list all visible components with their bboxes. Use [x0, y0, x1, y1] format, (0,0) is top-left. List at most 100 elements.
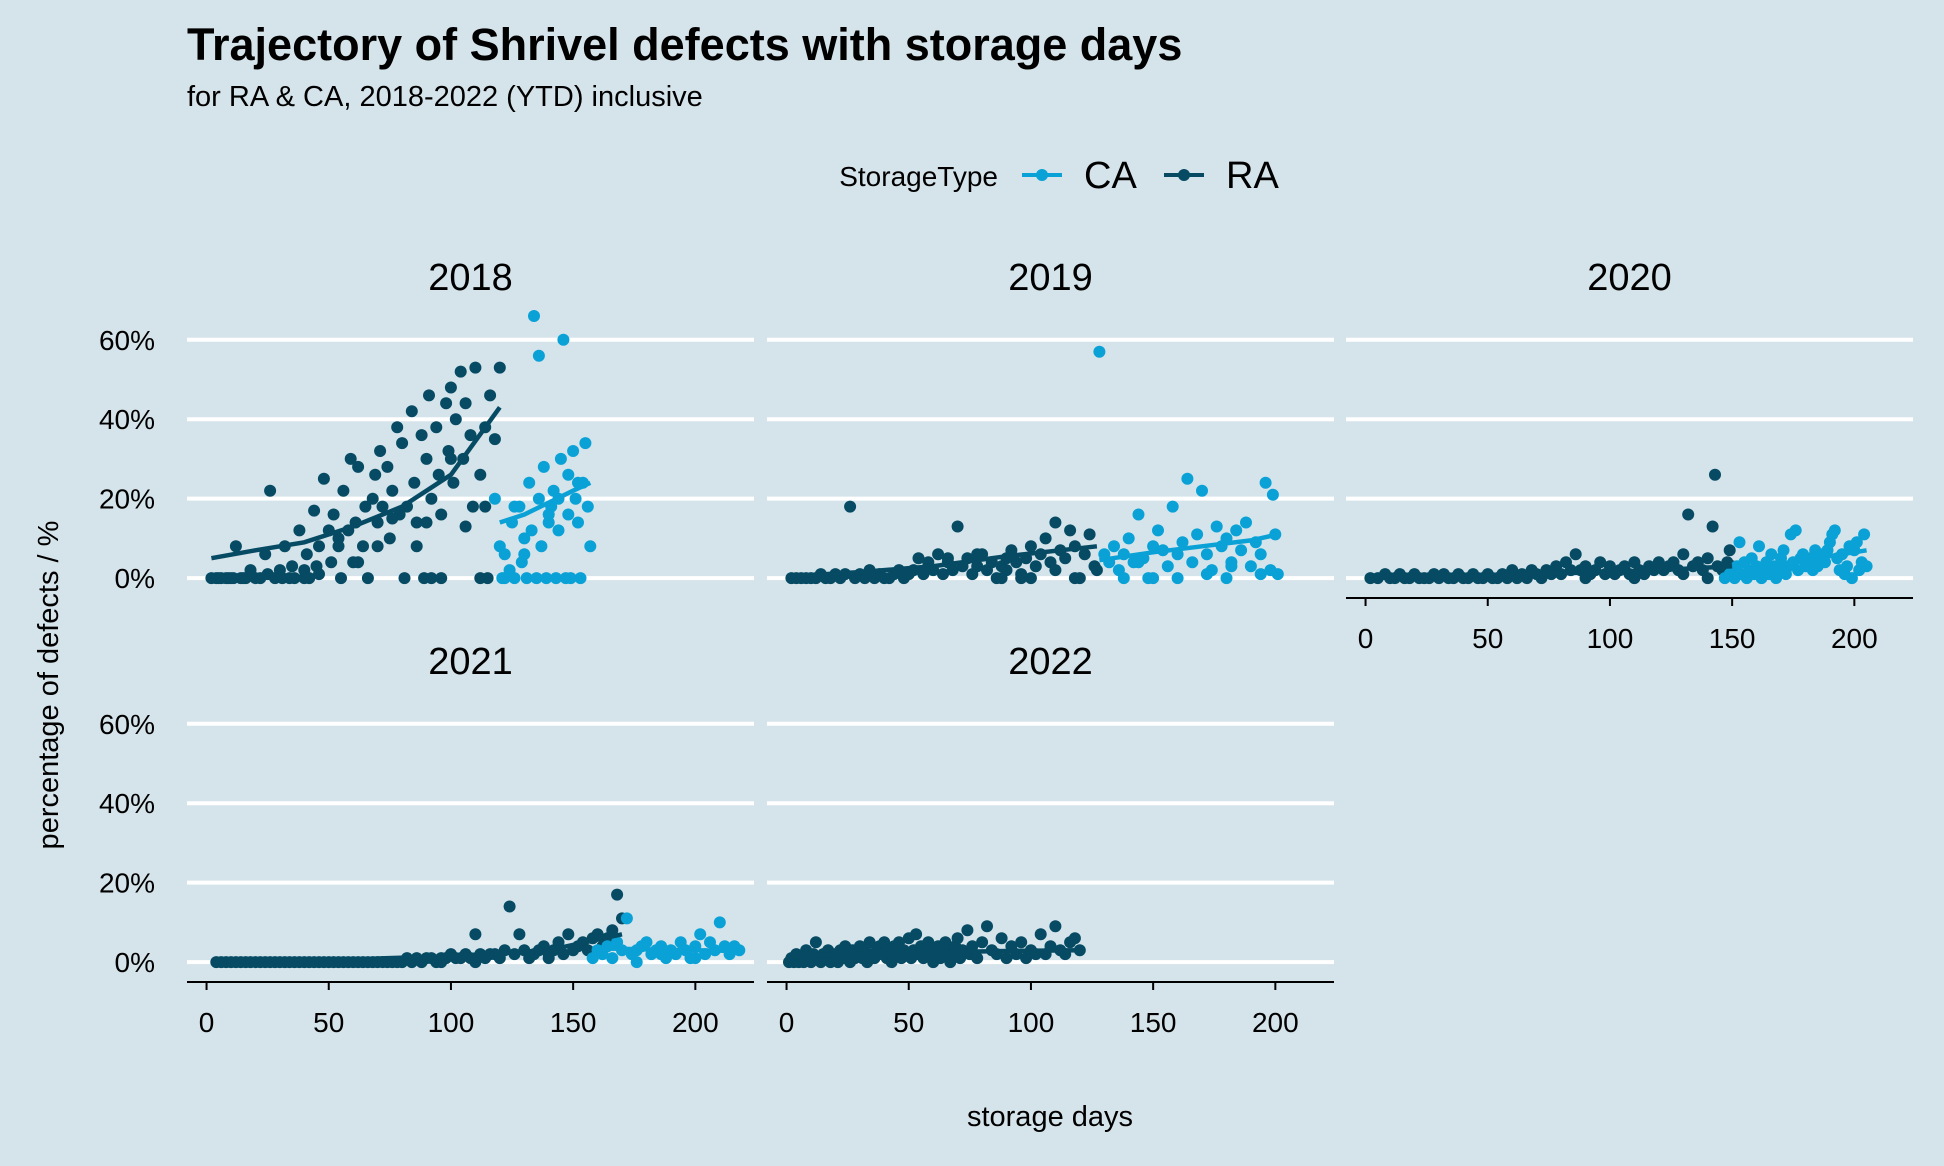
panel-strip-label: 2020: [1587, 257, 1672, 299]
chart-subtitle: for RA & CA, 2018-2022 (YTD) inclusive: [187, 81, 703, 113]
data-point-ca: [1108, 540, 1120, 553]
data-point-ra: [335, 572, 347, 585]
data-point-ra: [1049, 564, 1062, 577]
data-point-ca: [1240, 516, 1252, 529]
data-point-ra: [1068, 932, 1081, 945]
data-point-ca: [569, 492, 582, 505]
data-point-ca: [1166, 500, 1179, 513]
panel-2019: 2019: [767, 257, 1334, 585]
data-point-ra: [971, 560, 984, 573]
data-point-ca: [1244, 560, 1257, 573]
data-point-ra: [1010, 556, 1023, 569]
data-point-ra: [313, 568, 325, 581]
data-point-ra: [951, 932, 964, 945]
data-point-ca: [1132, 508, 1145, 521]
data-point-ca: [520, 572, 533, 585]
x-tick-label: 200: [672, 1007, 719, 1038]
data-point-ca: [1200, 568, 1213, 581]
data-point-ra: [1049, 920, 1062, 933]
data-point-ra: [469, 361, 482, 374]
data-point-ra: [449, 413, 462, 426]
data-point-ra: [398, 572, 411, 585]
data-point-ra: [430, 421, 443, 434]
y-tick-label: 60%: [99, 709, 155, 740]
data-point-ra: [293, 524, 306, 537]
data-point-ra: [1034, 928, 1047, 941]
data-point-ca: [562, 508, 575, 521]
data-point-ca: [1733, 536, 1746, 549]
data-point-ra: [408, 476, 421, 489]
data-point-ca: [498, 572, 511, 585]
data-point-ra: [464, 429, 477, 442]
data-point-ra: [474, 468, 487, 481]
data-point-ra: [995, 572, 1008, 585]
data-point-ra: [425, 572, 438, 585]
data-point-ra: [469, 928, 482, 941]
data-point-ra: [425, 492, 438, 505]
x-tick-label: 50: [893, 1007, 924, 1038]
data-point-ra: [1594, 556, 1607, 569]
data-point-ra: [1064, 524, 1077, 537]
data-point-ca: [1152, 524, 1164, 537]
data-point-ca: [606, 952, 619, 965]
data-point-ra: [1090, 564, 1103, 577]
data-point-ca: [557, 333, 570, 346]
legend-key-ra-point: [1178, 169, 1190, 181]
data-point-ra: [420, 452, 433, 465]
data-point-ra: [937, 568, 949, 581]
data-point-ra: [1709, 468, 1721, 481]
data-point-ra: [932, 548, 945, 561]
trend-line-ca: [592, 945, 740, 954]
data-point-ra: [386, 484, 399, 497]
data-point-ca: [584, 540, 597, 553]
data-point-ra: [415, 429, 428, 442]
x-tick-label: 150: [1709, 623, 1756, 654]
data-point-ra: [1677, 548, 1690, 561]
data-point-ra: [503, 900, 516, 913]
data-point-ca: [1176, 536, 1189, 549]
data-point-ra: [366, 492, 379, 505]
data-point-ra: [459, 520, 472, 533]
data-point-ca: [1117, 572, 1130, 585]
data-point-ca: [537, 460, 550, 473]
data-point-ra: [844, 500, 857, 513]
trend-line-ca: [1099, 532, 1279, 563]
data-point-ra: [1068, 572, 1081, 585]
data-point-ra: [352, 460, 365, 473]
chart-title: Trajectory of Shrivel defects with stora…: [187, 19, 1182, 70]
data-point-ca: [552, 524, 565, 537]
data-point-ra: [1015, 936, 1028, 949]
data-point-ra: [432, 468, 445, 481]
legend: StorageType CA RA: [839, 155, 1279, 197]
data-point-ca: [1271, 568, 1284, 581]
data-point-ra: [357, 540, 369, 553]
data-point-ra: [1682, 508, 1695, 521]
data-point-ca: [528, 310, 540, 322]
data-point-ra: [966, 940, 979, 953]
data-point-ca: [1220, 572, 1233, 585]
data-point-ca: [550, 572, 562, 585]
data-point-ra: [376, 500, 389, 513]
data-point-ca: [1789, 524, 1802, 537]
data-point-ra: [474, 572, 487, 585]
data-point-ra: [435, 956, 448, 969]
data-point-ra: [391, 421, 404, 434]
data-point-ca: [689, 952, 702, 965]
trend-line-ra: [788, 947, 1080, 959]
data-point-ra: [971, 952, 984, 965]
data-point-ra: [440, 397, 453, 410]
data-point-ra: [912, 552, 925, 565]
trend-line-ca: [499, 480, 592, 525]
data-point-ca: [488, 492, 501, 505]
data-point-ca: [1254, 548, 1267, 561]
x-tick-label: 0: [199, 1007, 215, 1038]
data-point-ra: [1059, 552, 1072, 565]
data-point-ra: [484, 389, 497, 402]
data-point-ra: [454, 365, 467, 378]
data-point-ra: [863, 936, 876, 949]
data-point-ra: [542, 952, 555, 965]
data-point-ra: [1628, 572, 1641, 585]
x-tick-label: 150: [550, 1007, 597, 1038]
x-tick-label: 150: [1130, 1007, 1177, 1038]
data-point-ca: [1845, 572, 1858, 585]
